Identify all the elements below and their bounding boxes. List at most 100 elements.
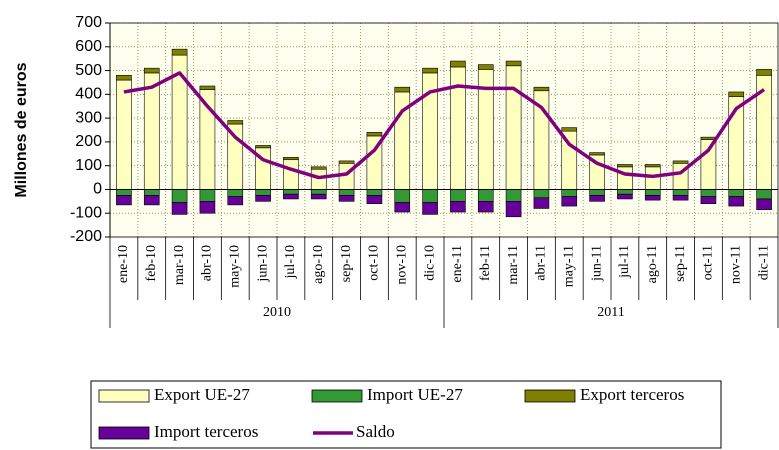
x-tick-label: may-10 (227, 245, 242, 288)
x-tick-label: feb-10 (144, 245, 159, 282)
y-tick-label: -200 (70, 228, 102, 245)
legend-label: Import terceros (154, 422, 258, 441)
bar (672, 189, 689, 196)
bar (644, 195, 661, 201)
bar (477, 201, 494, 213)
bar (561, 196, 578, 207)
bar (227, 196, 244, 206)
plot-area (110, 23, 778, 237)
bar (394, 189, 411, 203)
group-label: 2011 (597, 305, 624, 320)
bar (477, 64, 494, 70)
bar (756, 198, 772, 210)
legend-swatch (311, 389, 363, 403)
bar (728, 91, 745, 98)
bar (116, 189, 132, 196)
bar (283, 157, 299, 161)
bar (644, 166, 661, 190)
bar (672, 195, 689, 201)
bar (171, 189, 188, 203)
bar (394, 202, 411, 213)
bar (227, 120, 244, 125)
x-tick-label: dic-11 (756, 245, 771, 280)
bar (644, 189, 661, 196)
bar (338, 189, 355, 196)
legend-label: Import UE-27 (367, 385, 463, 404)
bar (672, 160, 689, 164)
bar (283, 193, 299, 200)
bar (199, 85, 216, 90)
x-tick-label: jun-10 (255, 245, 270, 283)
x-tick-label: mar-10 (172, 245, 187, 285)
x-tick-label: sep-10 (339, 245, 354, 282)
bar (310, 166, 327, 170)
y-tick-label: -100 (70, 204, 102, 221)
bar (255, 189, 271, 196)
bar (366, 195, 383, 205)
x-tick-label: abr-11 (534, 245, 549, 281)
bar (505, 189, 522, 202)
bar (227, 189, 244, 197)
bar (505, 201, 522, 218)
bar (450, 189, 466, 202)
x-tick-label: feb-11 (478, 245, 493, 281)
bar (338, 160, 355, 164)
bar (644, 164, 661, 168)
y-tick-label: 700 (75, 14, 102, 31)
x-tick-label: mar-11 (506, 245, 521, 285)
x-tick-label: ene-11 (450, 245, 465, 283)
y-axis-label: Millones de euros (13, 62, 30, 197)
bar (728, 189, 745, 197)
legend-label: Export UE-27 (154, 385, 250, 404)
bar (143, 195, 160, 206)
y-tick-label: 400 (75, 86, 102, 103)
bar (533, 197, 550, 209)
bar (171, 48, 188, 56)
bar (450, 201, 466, 213)
x-tick-label: ago-11 (645, 245, 660, 283)
x-tick-label: jun-11 (589, 245, 604, 282)
bar (700, 136, 717, 140)
legend-swatch (98, 426, 150, 440)
bar (617, 164, 633, 168)
x-tick-label: abr-10 (200, 245, 215, 281)
bar (700, 139, 717, 190)
bar (310, 193, 327, 200)
y-tick-label: 100 (75, 157, 102, 174)
bar (756, 189, 772, 200)
y-tick-label: 500 (75, 62, 102, 79)
y-tick-label: 600 (75, 38, 102, 55)
bar (450, 60, 466, 68)
bar (589, 195, 605, 202)
bar (143, 72, 160, 190)
bar (338, 195, 355, 202)
bar (561, 127, 578, 132)
bar (143, 67, 160, 74)
x-tick-label: nov-11 (728, 245, 743, 284)
bar (171, 202, 188, 215)
legend-swatch (524, 389, 576, 403)
bar (422, 67, 438, 74)
bar (756, 69, 772, 76)
bar (422, 202, 438, 215)
x-tick-label: may-11 (561, 245, 576, 287)
legend-label: Saldo (356, 422, 395, 441)
bar (366, 132, 383, 137)
x-tick-label: oct-10 (367, 245, 382, 281)
bar (561, 189, 578, 197)
bar (533, 189, 550, 199)
bar (310, 189, 327, 195)
line-series (123, 71, 766, 180)
bar (505, 65, 522, 190)
x-tick-label: jul-10 (283, 245, 298, 279)
bar (589, 189, 605, 196)
bar (700, 196, 717, 205)
bar (422, 189, 438, 203)
x-tick-label: nov-10 (394, 245, 409, 285)
legend-swatch (98, 389, 150, 403)
group-label: 2010 (263, 305, 291, 320)
bar (255, 145, 271, 149)
bar (116, 195, 132, 206)
bar (283, 189, 299, 195)
